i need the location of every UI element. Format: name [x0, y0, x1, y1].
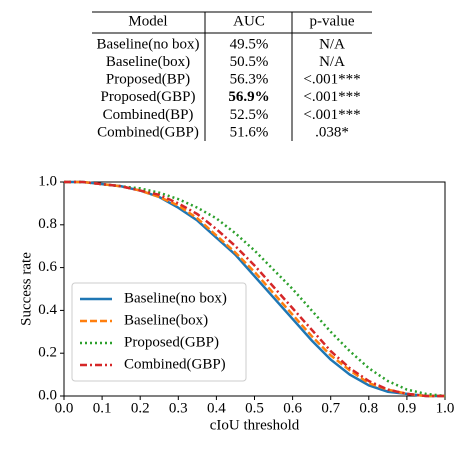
x-tick-label: 0.4	[207, 400, 226, 416]
table-cell: Baseline(box)	[106, 54, 190, 70]
x-tick-label: 0.8	[359, 400, 378, 416]
legend-label: Baseline(no box)	[124, 290, 227, 306]
x-tick-label: 1.0	[436, 400, 455, 416]
table-cell: .038*	[315, 124, 349, 140]
table-cell: 51.6%	[230, 124, 269, 140]
y-tick-label: 0.6	[38, 259, 57, 275]
y-tick-label: 0.4	[38, 302, 57, 318]
table-cell: Combined(BP)	[103, 107, 194, 123]
table-header: Model	[128, 13, 167, 29]
table-cell: <.001***	[303, 89, 360, 105]
table-cell: N/A	[319, 36, 345, 52]
table-cell: <.001***	[303, 72, 360, 88]
table-cell: Proposed(BP)	[106, 72, 190, 88]
table-cell: 49.5%	[230, 36, 269, 52]
y-tick-label: 1.0	[38, 173, 57, 189]
table-header: p-value	[310, 13, 355, 29]
table-header: AUC	[233, 13, 265, 29]
y-tick-label: 0.8	[38, 216, 57, 232]
table-cell: 52.5%	[230, 107, 269, 123]
x-axis-label: cIoU threshold	[210, 417, 300, 433]
x-tick-label: 0.9	[398, 400, 417, 416]
x-tick-label: 0.6	[283, 400, 302, 416]
legend-label: Proposed(GBP)	[124, 334, 219, 350]
x-tick-label: 0.7	[321, 400, 340, 416]
table-cell: <.001***	[303, 107, 360, 123]
table-cell: 50.5%	[230, 54, 269, 70]
x-tick-label: 0.0	[55, 400, 74, 416]
x-tick-label: 0.1	[93, 400, 112, 416]
legend-box	[71, 282, 247, 382]
table-cell: 56.9%	[228, 89, 269, 105]
y-axis-label: Success rate	[18, 252, 34, 326]
x-tick-label: 0.2	[131, 400, 150, 416]
table-cell: Combined(GBP)	[97, 124, 199, 140]
legend-label: Baseline(box)	[124, 312, 208, 328]
table-cell: Baseline(no box)	[97, 36, 200, 52]
legend-label: Combined(GBP)	[124, 356, 226, 372]
table-cell: 56.3%	[230, 72, 269, 88]
series-line	[64, 180, 445, 398]
x-tick-label: 0.5	[245, 400, 264, 416]
y-tick-label: 0.2	[38, 345, 57, 361]
y-tick-label: 0.0	[38, 387, 57, 403]
table-cell: N/A	[319, 54, 345, 70]
table-cell: Proposed(GBP)	[100, 89, 195, 105]
x-tick-label: 0.3	[169, 400, 188, 416]
